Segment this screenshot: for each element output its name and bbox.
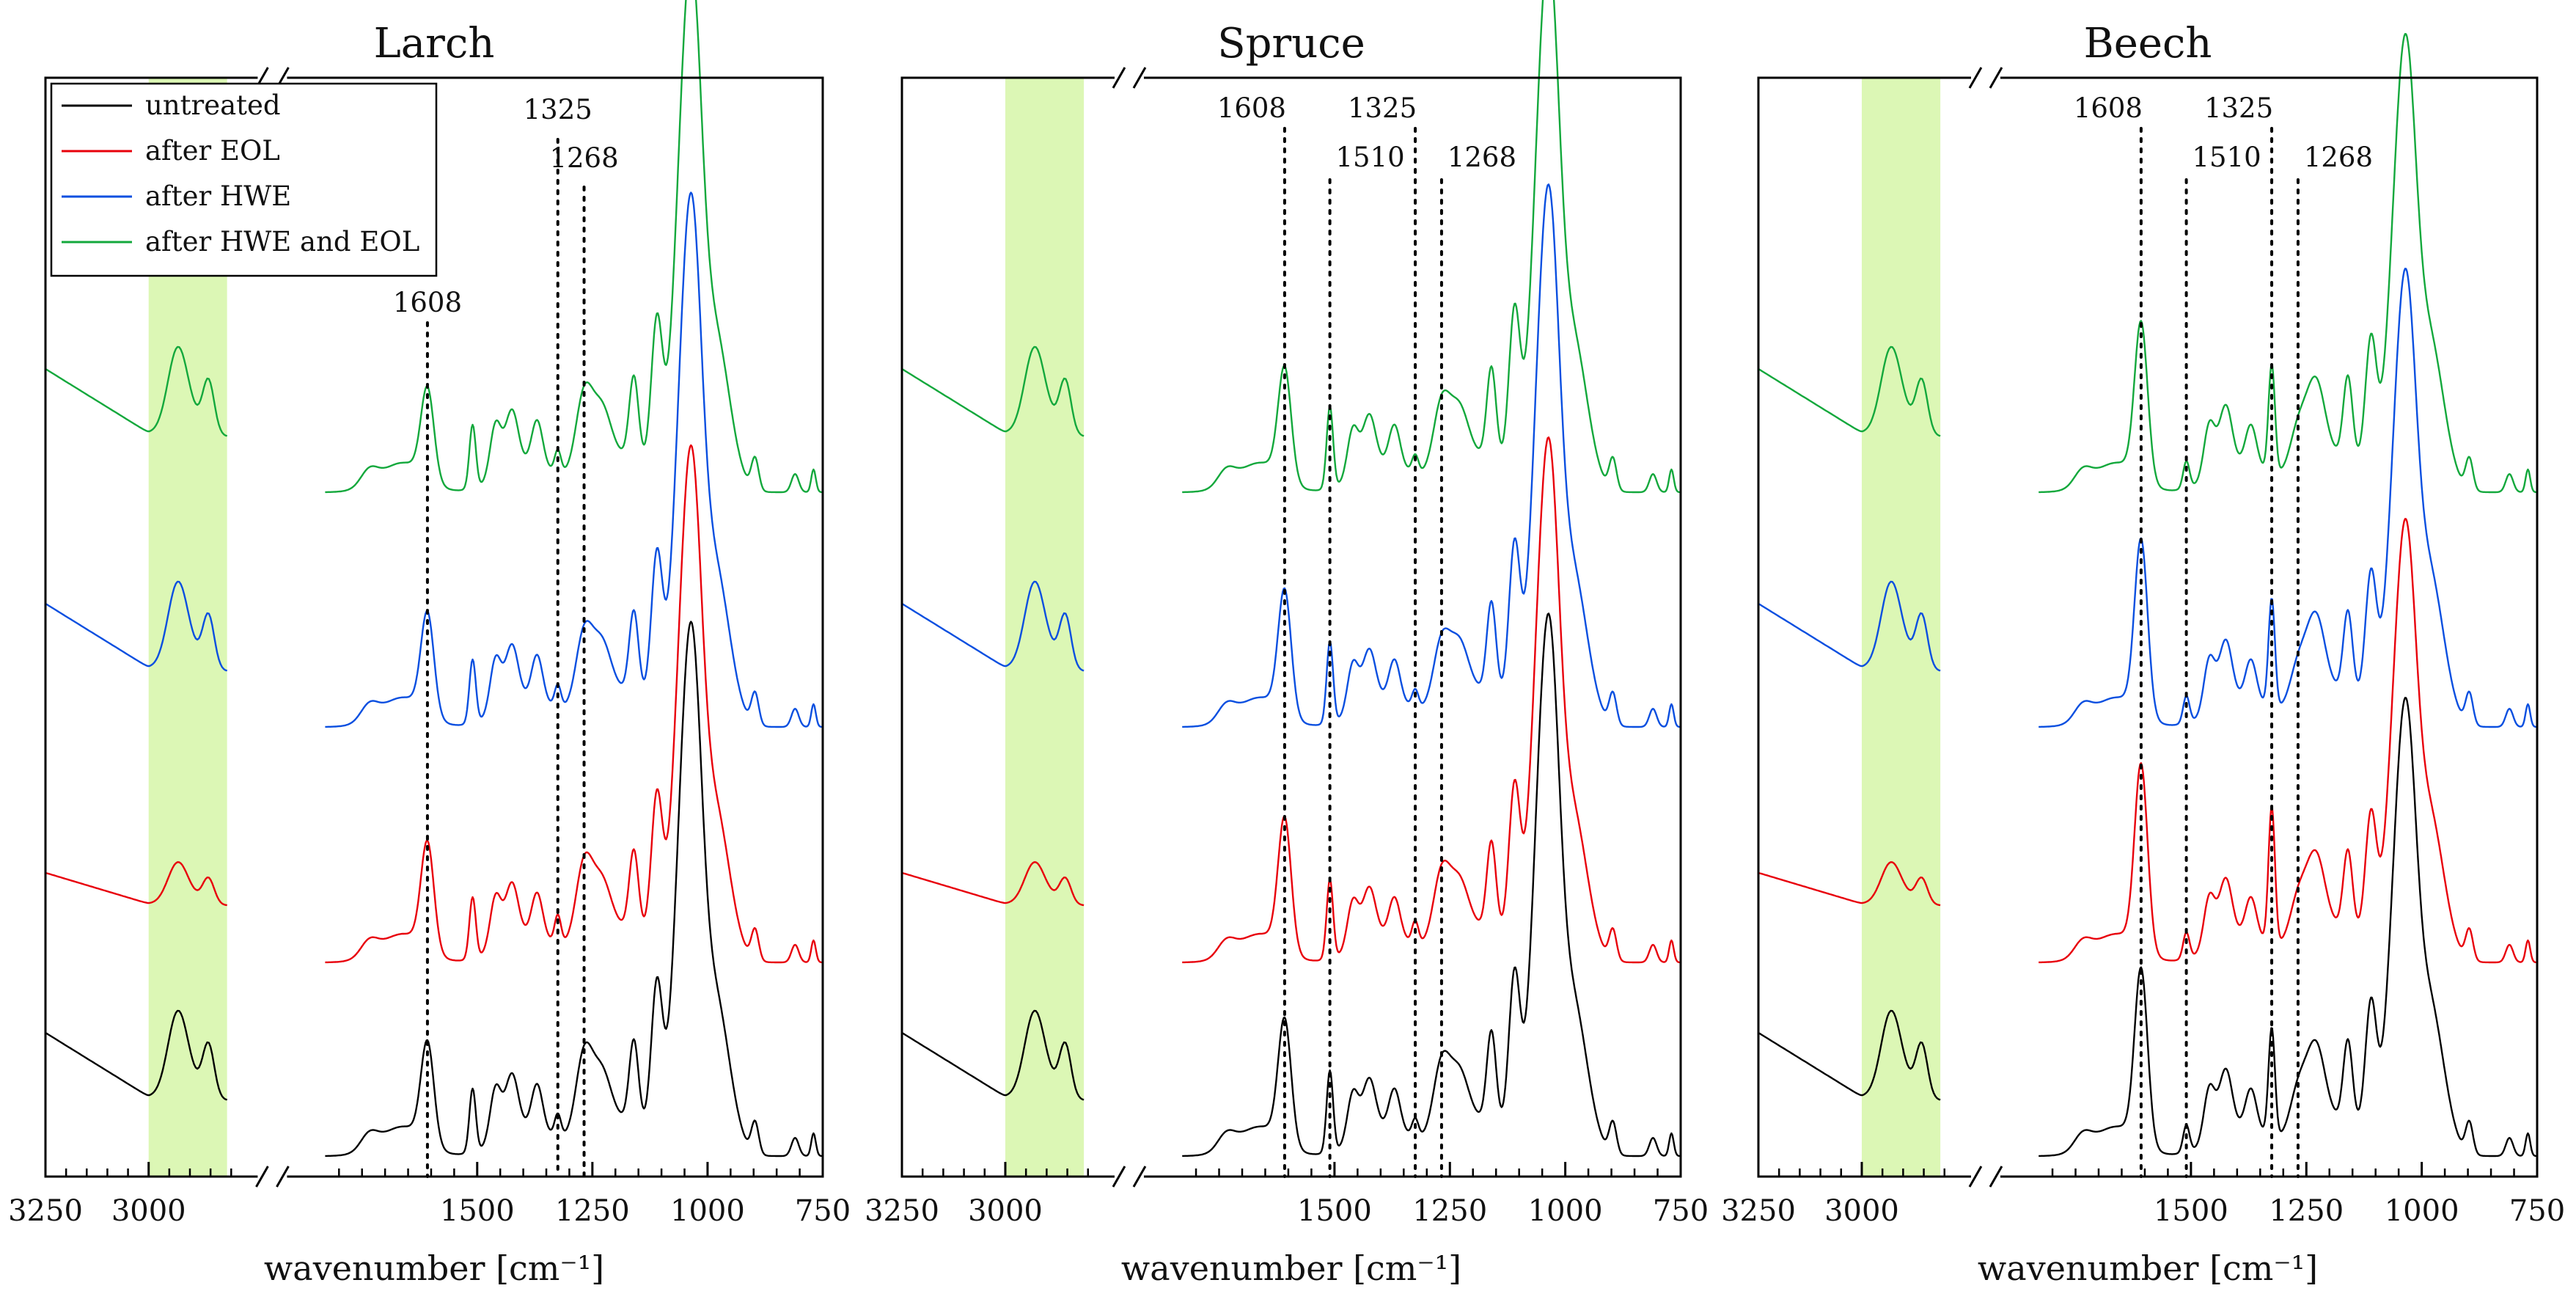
legend-box xyxy=(50,82,438,277)
x-tick-label: 3250 xyxy=(8,1194,83,1228)
peak-label-1268: 1268 xyxy=(549,142,618,174)
spectrum-untreated-fingerprint xyxy=(325,621,823,1157)
spectrum-after-HWE-fingerprint xyxy=(2039,268,2537,728)
spectrum-untreated-ch-region xyxy=(45,1009,228,1101)
x-tick-label: 3000 xyxy=(968,1194,1043,1228)
x-tick-label: 1000 xyxy=(2385,1194,2459,1228)
peak-label-1608: 1608 xyxy=(393,287,462,318)
x-tick-label: 750 xyxy=(1653,1194,1709,1228)
x-tick-label: 1500 xyxy=(2154,1194,2228,1228)
peak-label-1325: 1325 xyxy=(2204,92,2273,124)
plot-frame xyxy=(1757,76,2539,1178)
peak-label-1510: 1510 xyxy=(1336,142,1405,173)
x-tick-label: 1250 xyxy=(1412,1194,1487,1228)
axis-break-mark xyxy=(1989,67,2003,89)
spectrum-after-EOL-fingerprint xyxy=(1182,436,1681,964)
panel-spruce: 1608 1510 1325 1268 3250 3000 1500 1250 1000 750 S… xyxy=(865,0,1709,1288)
peak-label-1510: 1510 xyxy=(2192,142,2261,173)
axis-break-mark xyxy=(1968,1166,1983,1188)
axis-break-mark xyxy=(255,1166,269,1188)
axis-break-mark xyxy=(1132,67,1147,89)
spectrum-after-HWE-and-EOL-ch-region xyxy=(45,345,228,437)
x-tick-label: 1000 xyxy=(670,1194,745,1228)
spectrum-after-EOL-fingerprint xyxy=(2039,518,2537,964)
axis-break-mark xyxy=(1989,1166,2003,1188)
axis-break-mark xyxy=(1132,1166,1147,1188)
spectrum-after-EOL-fingerprint xyxy=(325,444,823,964)
spectrum-after-HWE-ch-region xyxy=(45,580,228,672)
axis-break-mark xyxy=(276,1166,290,1188)
spectrum-after-EOL-ch-region xyxy=(45,861,227,907)
x-tick-label: 750 xyxy=(795,1194,851,1228)
x-axis-label: wavenumber [cm⁻¹] xyxy=(1978,1248,2318,1288)
spectrum-after-EOL-ch-region xyxy=(901,861,1085,907)
x-tick-label: 3250 xyxy=(1721,1194,1796,1228)
spectrum-after-HWE-and-EOL-fingerprint xyxy=(2039,33,2537,494)
spectrum-after-HWE-fingerprint xyxy=(1182,183,1681,728)
axis-break-mark xyxy=(1112,67,1126,89)
x-tick-label: 1250 xyxy=(555,1194,630,1228)
spectrum-after-HWE-ch-region xyxy=(1758,580,1941,672)
peak-label-1268: 1268 xyxy=(1447,142,1516,173)
x-axis-label: wavenumber [cm⁻¹] xyxy=(264,1248,604,1288)
x-tick-label: 1500 xyxy=(1297,1194,1372,1228)
panel-title: Beech xyxy=(2084,20,2212,67)
plot-frame xyxy=(900,76,1682,1178)
ch-stretch-band xyxy=(1005,78,1085,1177)
legend-label: after HWE and EOL xyxy=(145,226,419,257)
peak-label-1268: 1268 xyxy=(2304,142,2373,173)
x-tick-label: 3000 xyxy=(1824,1194,1899,1228)
peak-label-1325: 1325 xyxy=(1348,92,1417,124)
spectrum-after-HWE-and-EOL-ch-region xyxy=(1758,345,1941,437)
x-tick-label: 3000 xyxy=(111,1194,186,1228)
x-tick-label: 1000 xyxy=(1528,1194,1603,1228)
spectrum-untreated-fingerprint xyxy=(2039,697,2537,1157)
peak-label-1325: 1325 xyxy=(524,94,592,125)
spectrum-after-HWE-and-EOL-ch-region xyxy=(901,345,1085,437)
ch-stretch-band xyxy=(1861,78,1941,1177)
x-tick-label: 1500 xyxy=(440,1194,515,1228)
axis-break-mark xyxy=(1968,67,1983,89)
spectrum-after-HWE-ch-region xyxy=(901,580,1085,672)
legend-label: after HWE xyxy=(145,180,291,212)
x-axis-label: wavenumber [cm⁻¹] xyxy=(1121,1248,1461,1288)
spectrum-after-EOL-ch-region xyxy=(1758,861,1941,907)
spectrum-untreated-fingerprint xyxy=(1182,612,1681,1157)
axis-break-mark xyxy=(1112,1166,1126,1188)
legend-label: untreated xyxy=(145,89,281,121)
plot-frame xyxy=(44,76,824,1178)
spectrum-after-HWE-and-EOL-fingerprint xyxy=(325,0,823,494)
legend-label: after EOL xyxy=(145,135,280,167)
x-tick-label: 1250 xyxy=(2269,1194,2344,1228)
x-tick-label: 3250 xyxy=(865,1194,939,1228)
spectrum-after-HWE-and-EOL-fingerprint xyxy=(1182,0,1681,494)
spectrum-after-HWE-fingerprint xyxy=(325,191,823,728)
spectrum-untreated-ch-region xyxy=(901,1009,1085,1101)
panel-title: Larch xyxy=(374,20,495,67)
peak-label-1608: 1608 xyxy=(2074,92,2143,124)
peak-label-1608: 1608 xyxy=(1217,92,1286,124)
x-tick-label: 750 xyxy=(2509,1194,2565,1228)
legend: untreated after EOL after HWE after HWE and… xyxy=(50,82,438,277)
panel-title: Spruce xyxy=(1217,20,1365,67)
panel-beech: 1608 1510 1325 1268 3250 3000 1500 1250 1000 750 B… xyxy=(1721,20,2565,1288)
spectrum-untreated-ch-region xyxy=(1758,1009,1941,1101)
